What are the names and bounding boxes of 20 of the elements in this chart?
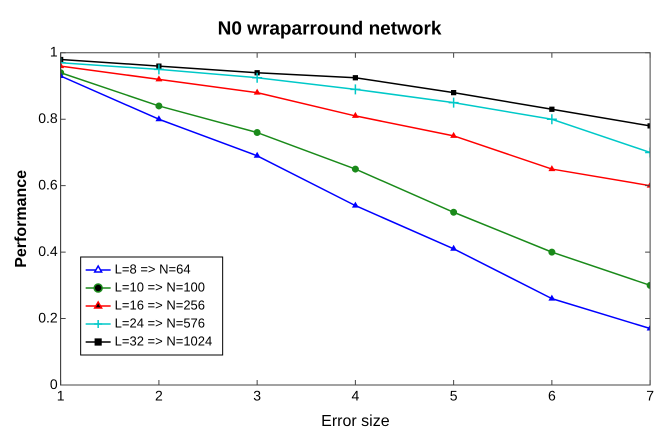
x-tick-label: 6 [548,387,556,404]
legend-label: L=32 => N=1024 [114,334,212,349]
y-axis-title: Performance [13,170,30,268]
x-tick-label: 2 [155,387,164,404]
chart-title: N0 wraparround network [218,18,442,40]
y-tick-label: 0.2 [38,309,58,326]
x-tick-label: 5 [450,387,458,404]
legend-label: L=8 => N=64 [114,262,191,277]
y-tick-label: 0.8 [38,110,58,126]
x-tick-label: 7 [646,387,654,404]
y-tick-label: 0 [50,376,58,392]
y-tick-label: 0.4 [38,242,58,259]
y-tick-label: 0.6 [38,176,58,193]
x-tick-label: 4 [351,387,360,404]
y-tick-label: 1 [50,44,58,60]
legend-label: L=24 => N=576 [114,316,206,331]
x-axis-title: Error size [321,412,390,430]
legend-label: L=10 => N=100 [114,280,206,295]
x-tick-label: 3 [253,387,262,404]
legend-label: L=16 => N=256 [114,298,206,313]
